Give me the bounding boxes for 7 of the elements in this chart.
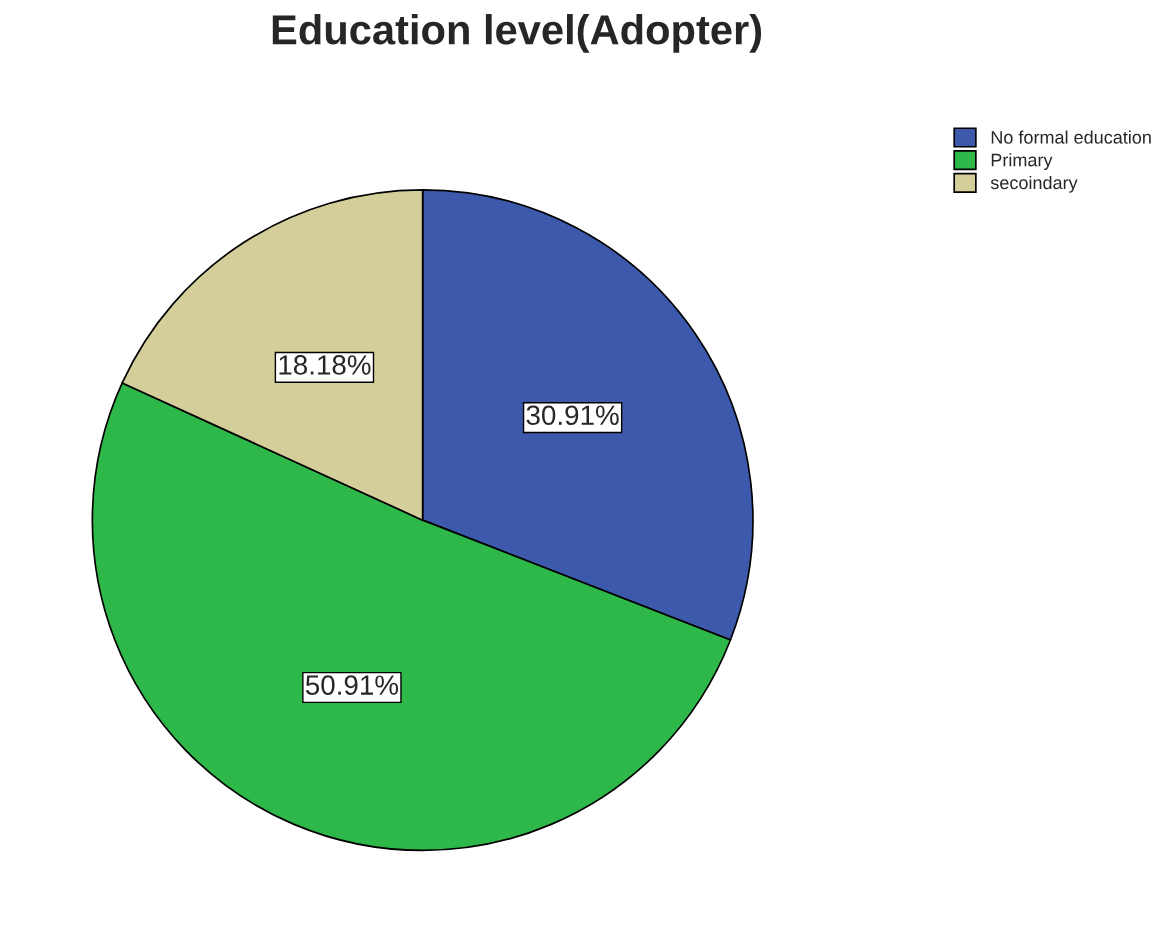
- chart-title: Education level(Adopter): [272, 14, 762, 53]
- data-label: 18.18%: [279, 355, 371, 375]
- legend-label: secoindary: [990, 175, 1078, 193]
- legend-label: No formal education: [991, 130, 1151, 144]
- legend-label: Primary: [991, 153, 1053, 171]
- data-label: 30.91%: [526, 405, 619, 426]
- data-label: 50.91%: [305, 675, 399, 695]
